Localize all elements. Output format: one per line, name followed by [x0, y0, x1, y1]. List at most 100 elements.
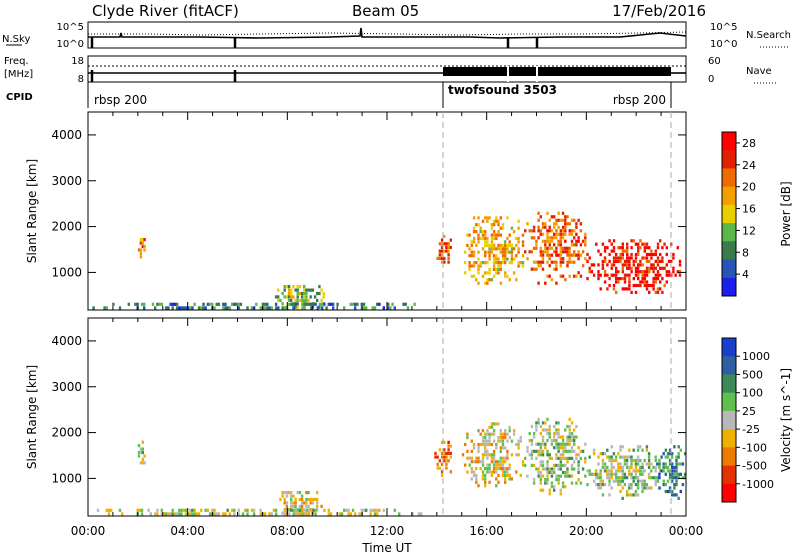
- data-cell: [541, 449, 545, 453]
- nsearch-label: N.Search: [746, 30, 791, 41]
- data-cell: [608, 469, 611, 473]
- data-cell: [555, 456, 558, 460]
- data-cell: [506, 449, 509, 453]
- data-cell: [581, 239, 585, 243]
- data-cell: [504, 436, 507, 440]
- data-cell: [440, 249, 444, 253]
- data-cell: [530, 236, 534, 240]
- freq-panel: Freq. [MHz] 18 8 60 0 Nave: [4, 55, 776, 85]
- data-cell: [675, 479, 678, 483]
- data-cell: [664, 455, 667, 459]
- data-cell: [137, 248, 141, 252]
- data-cell: [299, 508, 302, 512]
- data-cell: [566, 222, 569, 226]
- data-cell: [279, 298, 282, 302]
- data-cell: [546, 432, 549, 436]
- data-cell: [303, 288, 306, 292]
- data-cell: [603, 256, 607, 260]
- data-cell: [488, 425, 491, 429]
- data-cell: [449, 451, 452, 455]
- data-cell: [678, 270, 682, 274]
- data-cell: [504, 480, 507, 484]
- data-cell: [621, 476, 624, 480]
- data-cell: [208, 512, 212, 516]
- data-cell: [311, 305, 315, 309]
- data-cell: [544, 243, 547, 247]
- data-cell: [141, 450, 144, 455]
- data-cell: [630, 252, 633, 257]
- data-cell: [316, 298, 319, 302]
- data-cell: [586, 469, 589, 473]
- data-cell: [623, 280, 627, 284]
- data-cell: [584, 232, 587, 236]
- data-cell: [464, 271, 467, 275]
- data-cell: [599, 287, 602, 291]
- data-cell: [436, 455, 439, 459]
- data-cell: [621, 469, 624, 473]
- data-cell: [475, 278, 478, 282]
- data-cell: [447, 253, 450, 257]
- data-cell: [679, 448, 682, 452]
- data-cell: [557, 232, 560, 236]
- data-cell: [224, 302, 227, 306]
- data-cell: [550, 246, 554, 250]
- data-cell: [588, 469, 591, 473]
- data-cell: [184, 512, 188, 516]
- data-cell: [645, 246, 649, 250]
- data-cell: [577, 463, 580, 467]
- data-cell: [634, 290, 638, 294]
- data-cell: [413, 302, 416, 306]
- data-cell: [608, 239, 611, 243]
- data-cell: [490, 422, 494, 426]
- data-cell: [320, 298, 323, 302]
- data-cell: [553, 267, 556, 271]
- data-cell: [541, 232, 545, 236]
- data-cell: [610, 486, 613, 490]
- data-cell: [307, 512, 311, 516]
- data-cell: [573, 449, 576, 453]
- data-cell: [134, 302, 137, 306]
- colorbar-segment: [722, 374, 736, 394]
- nsky-label: N.Sky: [2, 34, 30, 45]
- data-cell: [497, 247, 500, 251]
- data-cell: [650, 249, 653, 253]
- data-cell: [564, 470, 567, 475]
- data-cell: [492, 230, 496, 234]
- data-cell: [283, 295, 286, 299]
- data-cell: [475, 480, 478, 484]
- data-cell: [285, 285, 289, 289]
- data-cell: [671, 472, 674, 476]
- data-cell: [548, 467, 551, 471]
- data-cell: [528, 250, 531, 254]
- data-cell: [588, 270, 591, 274]
- data-cell: [630, 486, 633, 490]
- data-cell: [546, 236, 549, 240]
- data-cell: [625, 476, 629, 480]
- data-cell: [332, 302, 335, 306]
- data-cell: [481, 429, 485, 433]
- data-cell: [561, 470, 565, 475]
- data-cell: [488, 480, 491, 484]
- data-cell: [654, 273, 657, 277]
- data-cell: [645, 242, 649, 246]
- data-cell: [313, 497, 317, 502]
- data-cell: [479, 230, 482, 234]
- data-cell: [561, 232, 565, 236]
- data-cell: [626, 287, 629, 291]
- data-cell: [643, 270, 646, 274]
- data-cell: [662, 483, 665, 487]
- data-cell: [470, 274, 473, 278]
- data-cell: [499, 250, 502, 254]
- data-cell: [626, 256, 629, 260]
- data-cell: [645, 448, 649, 452]
- data-cell: [570, 463, 574, 467]
- data-cell: [579, 274, 583, 278]
- data-cell: [445, 466, 448, 470]
- data-cell: [564, 278, 567, 282]
- nsky-trace: [88, 27, 687, 39]
- data-cell: [290, 497, 293, 502]
- data-cell: [546, 463, 549, 467]
- data-cell: [497, 467, 500, 471]
- colorbar-frame: [721, 131, 737, 297]
- data-cell: [575, 239, 578, 243]
